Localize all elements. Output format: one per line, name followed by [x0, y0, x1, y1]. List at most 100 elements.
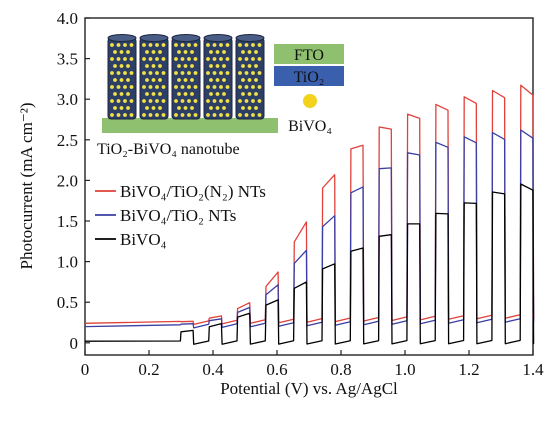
bivo4-dot [244, 99, 249, 103]
bivo4-dot [119, 106, 124, 110]
bivo4-dot [193, 71, 198, 75]
bivo4-dot [257, 113, 262, 117]
bivo4-dot [151, 64, 156, 68]
bivo4-dot [174, 57, 178, 61]
bivo4-dot [254, 92, 258, 96]
bivo4-dot [123, 85, 127, 89]
bivo4-dot [110, 99, 114, 103]
bivo4-dot [225, 57, 230, 61]
bivo4-dot [116, 99, 121, 103]
bivo4-dot [119, 64, 124, 68]
bivo4-dot [180, 43, 185, 47]
bivo4-dot [161, 71, 166, 75]
bivo4-dot [244, 57, 249, 61]
bivo4-dot [145, 78, 149, 82]
bivo4-dot [126, 64, 130, 68]
bivo4-dot [155, 57, 159, 61]
bivo4-dot [187, 85, 191, 89]
bivo4-dot [187, 113, 191, 117]
bivo4-dot [238, 43, 242, 47]
bivo4-dot [190, 92, 194, 96]
bivo4-dot [215, 106, 220, 110]
nanotube-top [235, 34, 265, 42]
bivo4-dot [215, 50, 220, 54]
axis-ticks: 0 0.2 0.4 0.6 0.8 1.0 1.2 1.4 0 0.5 1.0 1.5 2.0 2.5 3.… [57, 9, 544, 379]
legend-label-0: BiVO₄/TiO₂(N₂) NTs [120, 182, 266, 201]
bivo4-dot [129, 85, 134, 89]
bivo4-dot [212, 71, 217, 75]
legend-label-2: BiVO₄ [120, 230, 167, 249]
bivo4-dot [155, 99, 159, 103]
bivo4-dot [123, 43, 127, 47]
bivo4-dot [119, 78, 124, 82]
layer-fto [274, 44, 344, 64]
bivo4-dot [180, 71, 185, 75]
bivo4-dot [222, 92, 226, 96]
bivo4-dot [187, 71, 191, 75]
layer-tio2 [274, 66, 344, 86]
bivo4-dot [183, 64, 188, 68]
bivo4-dot [126, 106, 130, 110]
bivo4-dot [145, 106, 149, 110]
bivo4-dot [193, 113, 198, 117]
bivo4-dot [177, 78, 181, 82]
bivo4-dot [238, 57, 242, 61]
bivo4-dot [148, 71, 153, 75]
bivo4-dot [238, 113, 242, 117]
x-tick-label: 0.4 [202, 360, 224, 379]
bivo4-dot [148, 85, 153, 89]
bivo4-dot [225, 71, 230, 75]
bivo4-dot [251, 57, 255, 61]
bivo4-dot [238, 85, 242, 89]
bivo4-dot [174, 71, 178, 75]
bivo4-dot [254, 106, 258, 110]
bivo4-dot [209, 106, 213, 110]
bivo4-dot [206, 85, 210, 89]
legend-label-1: BiVO₄/TiO₂ NTs [120, 206, 236, 225]
bivo4-dot [110, 57, 114, 61]
x-tick-label: 1.0 [394, 360, 415, 379]
inset-illustration: TiO₂-BiVO₄ nanotube FTO TiO₂ BiVO₄ [97, 34, 344, 158]
y-tick-label: 2.0 [57, 171, 78, 190]
bivo4-dot [219, 43, 223, 47]
bivo4-dot [116, 85, 121, 89]
y-tick-label: 1.0 [57, 253, 78, 272]
bivo4-dot [126, 50, 130, 54]
bivo4-dot [244, 43, 249, 47]
bivo4-dot [254, 64, 258, 68]
series-line-2 [84, 183, 535, 345]
layer-tio2-label: TiO₂ [294, 69, 325, 86]
bivo4-dot [110, 43, 114, 47]
bivo4-dot [116, 71, 121, 75]
bivo4-dot [180, 113, 185, 117]
bivo4-dot [251, 85, 255, 89]
bivo4-dot [212, 99, 217, 103]
x-tick-label: 1.4 [522, 360, 544, 379]
nanotube-top [139, 34, 169, 42]
bivo4-dot [187, 57, 191, 61]
bivo4-dot [190, 64, 194, 68]
bivo4-dot [212, 85, 217, 89]
bivo4-dot [225, 113, 230, 117]
bivo4-dot [180, 85, 185, 89]
nanotube-array [107, 34, 265, 120]
bivo4-dot [251, 99, 255, 103]
series-layer [84, 84, 535, 345]
bivo4-dot [126, 78, 130, 82]
bivo4-dot [148, 99, 153, 103]
bivo4-dot [206, 71, 210, 75]
bivo4-dot [174, 43, 178, 47]
bivo4-dot [142, 71, 146, 75]
y-tick-label: 1.5 [57, 212, 78, 231]
bivo4-dot [158, 92, 162, 96]
bivo4-dot [241, 92, 245, 96]
bivo4-dot [177, 106, 181, 110]
x-tick-label: 0 [81, 360, 90, 379]
x-tick-label: 0.6 [266, 360, 287, 379]
y-tick-label: 3.5 [57, 50, 78, 69]
bivo4-dot [110, 71, 114, 75]
bivo4-dot [113, 78, 117, 82]
x-tick-label: 0.2 [138, 360, 159, 379]
y-tick-label: 0 [70, 334, 79, 353]
